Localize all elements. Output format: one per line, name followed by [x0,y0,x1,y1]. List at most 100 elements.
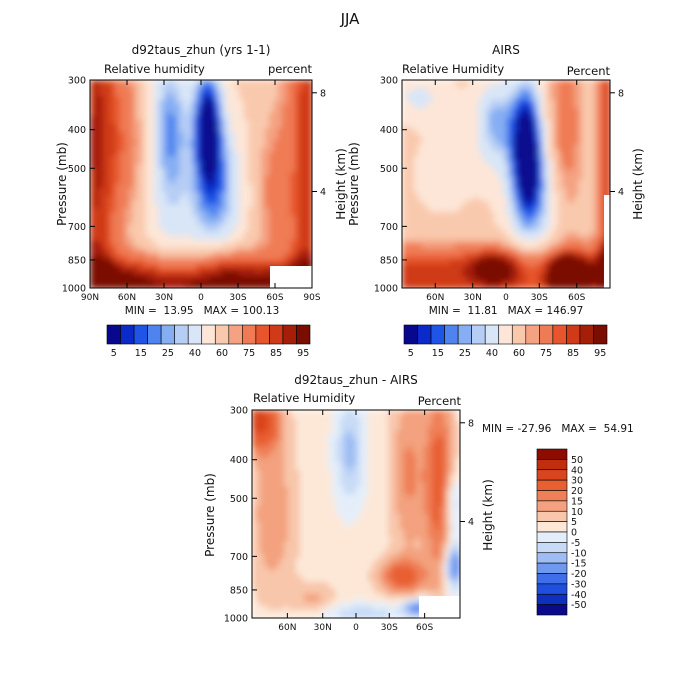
panel-airs-cell [434,248,439,253]
panel-model-cell [222,248,228,253]
panel-model-cell [149,160,155,165]
panel-model-cell [239,260,245,265]
panel-airs-cell [606,140,610,145]
panel-airs-cell [510,88,515,93]
panel-airs-cell [462,172,467,177]
panel-model-cell [260,96,266,101]
panel-model-cell [145,272,151,277]
panel-airs-cell [602,176,607,181]
panel-airs-cell [518,100,523,105]
panel-airs-cell [518,124,523,129]
panel-airs-cell [594,188,599,193]
panel-model-cell [188,136,194,141]
panel-model-cell [218,216,224,221]
panel-model-cell [166,152,172,157]
panel-airs-cell [526,124,531,129]
panel-model-cell [282,156,288,161]
panel-model-cell [299,256,305,261]
panel-airs-cell [498,120,503,125]
panel-model-cell [128,244,134,249]
panel-airs-cell [406,220,411,225]
panel-model-cell [265,120,271,125]
panel-model-cell [188,232,194,237]
panel-model-cell [286,144,292,149]
panel-model-cell [239,80,245,85]
panel-airs-cell [458,176,463,181]
panel-airs-cell [574,156,579,161]
panel-model-cell [252,132,258,137]
panel-airs-cell [414,192,419,197]
panel-model-cell [209,264,215,269]
panel-airs-cell [586,96,591,101]
panel-airs-cell [582,112,587,117]
panel-model-cell [115,180,121,185]
panel-model-cell [162,232,168,237]
panel-model-cell [90,152,95,157]
panel-airs-cell [450,104,455,109]
panel-model-cell [243,160,249,165]
panel-airs-cell [522,124,527,129]
panel-model-cell [111,228,117,233]
panel-model-cell [98,208,104,213]
panel-airs-cell [502,156,507,161]
panel-model-cell [141,120,147,125]
panel-model-cell [299,140,305,145]
panel-model-cell [247,248,253,253]
panel-model-cell [235,216,241,221]
panel-airs-cell [486,212,491,217]
panel-model-cell [303,84,309,89]
panel-model-cell [188,88,194,93]
panel-airs-cell [606,124,610,129]
panel-airs-cell [554,196,559,201]
panel-model-cell [107,172,113,177]
panel-airs-cell [446,172,451,177]
panel-model-cell [102,132,108,137]
panel-model-cell [218,92,224,97]
panel-airs-cell [486,124,491,129]
panel-model-cell [115,224,121,229]
panel-model-cell [162,148,168,153]
panel-model-cell [136,268,142,273]
panel-airs-cell [510,224,515,229]
panel-airs-cell [542,132,547,137]
panel-model-cell [98,200,104,205]
panel-model-cell [196,160,202,165]
panel-airs-cell [438,136,443,141]
panel-airs-cell [458,244,463,249]
panel-airs-cell [594,80,599,85]
panel-airs-cell [550,124,555,129]
panel-airs-cell [402,148,407,153]
panel-airs-cell [566,108,571,113]
panel-model-cell [196,204,202,209]
panel-model-cell [201,128,206,133]
panel-model-cell [98,244,104,249]
panel-model-cell [290,216,296,221]
panel-airs-cell [458,212,463,217]
panel-airs-cell [442,184,447,189]
panel-model-cell [290,208,296,213]
panel-airs-cell [502,92,507,97]
panel-airs-cell [510,168,515,173]
panel-model-cell [260,228,266,233]
panel-model-cell [192,124,198,129]
panel-airs-cell [526,204,531,209]
panel-model-cell [128,276,134,281]
panel-model-cell [277,128,283,133]
panel-airs-cell [426,152,431,157]
panel-model-cell [183,124,189,129]
panel-airs-cell [474,120,479,125]
panel-model-cell [277,208,283,213]
panel-airs-cell [598,196,603,201]
panel-airs-cell [414,172,419,177]
panel-model-cell [158,284,164,288]
panel-airs-cell [438,140,443,145]
panel-airs-cell [514,148,519,153]
panel-model-cell [124,136,130,141]
panel-model-cell [230,188,236,193]
panel-airs-cell [530,224,535,229]
panel-model-cell [192,216,198,221]
panel-airs-cell [414,248,419,253]
panel-model-cell [307,232,312,237]
panel-model-cell [132,180,138,185]
panel-airs-cell [546,184,551,189]
